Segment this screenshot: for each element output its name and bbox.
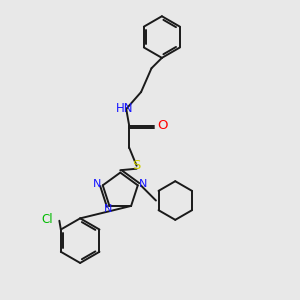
Text: Cl: Cl	[42, 213, 53, 226]
Text: N: N	[104, 205, 112, 214]
Text: N: N	[139, 179, 147, 189]
Text: HN: HN	[116, 103, 133, 116]
Text: O: O	[158, 119, 168, 132]
Text: N: N	[93, 179, 102, 189]
Text: S: S	[132, 159, 141, 172]
